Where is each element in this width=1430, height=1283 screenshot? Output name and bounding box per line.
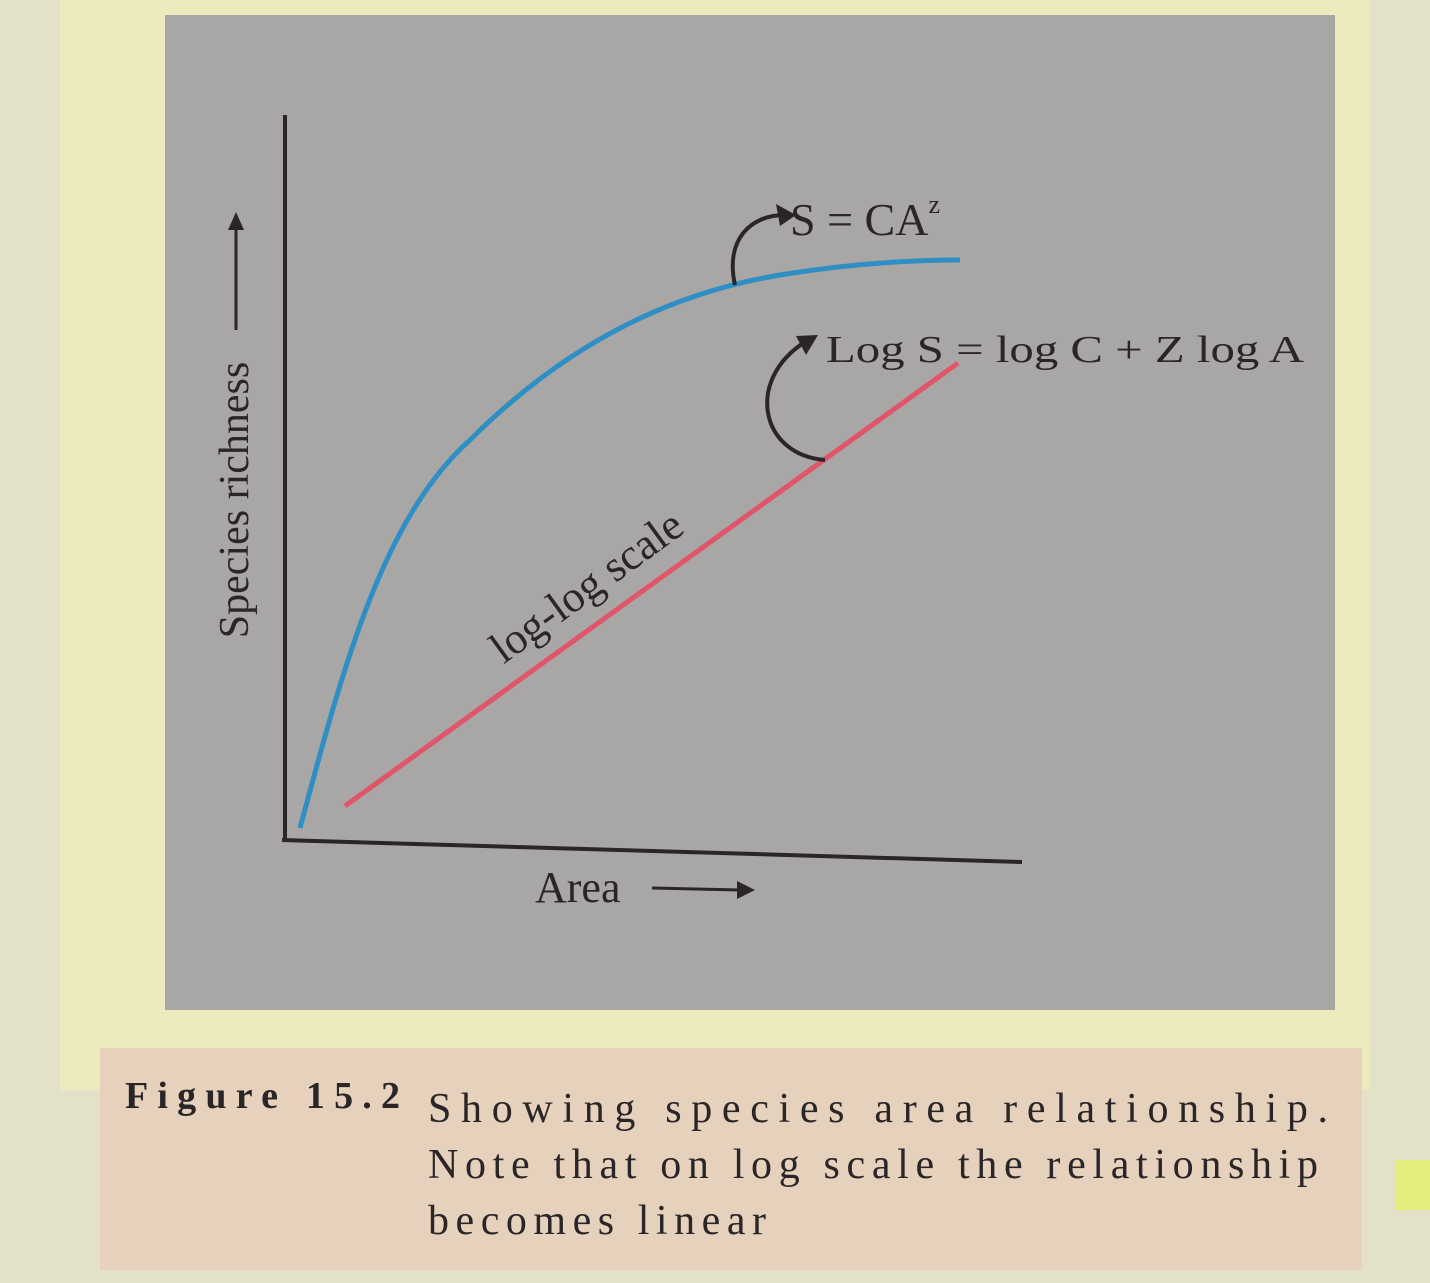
x-axis-label: Area (535, 863, 621, 912)
caption-line: Note that on log scale the relationship (428, 1142, 1318, 1188)
margin-highlight (1395, 1160, 1430, 1210)
arrow-head (776, 204, 796, 226)
x-axis (281, 838, 1023, 864)
power-law-label: S = CAz (790, 190, 940, 245)
arrow-head (228, 212, 244, 230)
arrow-head (737, 881, 755, 899)
y-axis-label: Species richness (212, 362, 258, 638)
pointer-arrow (765, 340, 826, 462)
axis-arrow (651, 886, 741, 892)
y-axis-title: Species richness (212, 212, 258, 638)
log-line (343, 360, 960, 809)
caption-line: Showing species area relationship. (428, 1086, 1328, 1132)
caption-line: becomes linear (428, 1198, 766, 1244)
power-law-base: S = CA (790, 194, 928, 245)
power-law-exponent: z (928, 190, 940, 219)
caption-band (100, 1048, 1362, 1270)
log-equation: Log S = log C + Z log A (826, 329, 1305, 371)
power-curve (297, 257, 961, 829)
arrow-head (796, 335, 818, 355)
pointer-arrow (730, 213, 786, 286)
